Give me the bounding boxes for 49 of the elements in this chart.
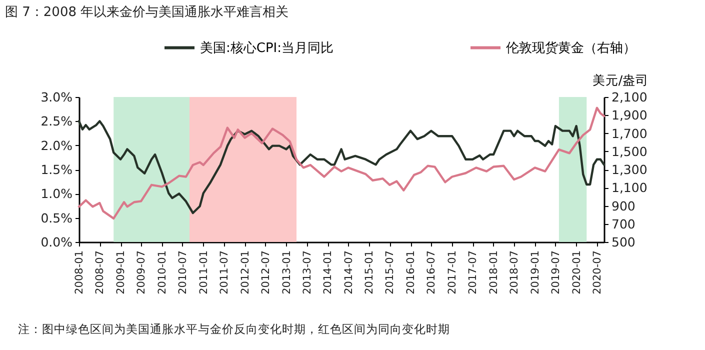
x-tick-label: 2008-07 [94, 250, 106, 294]
x-tick-label: 2009-07 [136, 250, 148, 294]
x-tick-label: 2016-01 [405, 250, 418, 294]
chart-title: 图 7：2008 年以来金价与美国通胀水平难言相关 [5, 4, 289, 21]
x-tick-label: 2014-01 [322, 250, 334, 294]
x-tick-label: 2013-07 [301, 250, 314, 294]
x-tick-label: 2012-01 [239, 250, 252, 294]
y2-tick-label: 1,900 [612, 108, 648, 123]
legend-label: 伦敦现货黄金（右轴） [506, 40, 636, 56]
line-series [78, 120, 606, 214]
x-tick-label: 2019-07 [550, 250, 562, 294]
x-tick-label: 2015-01 [364, 250, 376, 294]
x-tick-label: 2009-01 [115, 250, 128, 294]
x-tick-label: 2008-01 [74, 250, 86, 294]
y2-tick-label: 1,100 [612, 180, 648, 196]
x-tick-label: 2017-07 [467, 250, 480, 294]
text: 注：图中绿色区间为美国通胀水平与金价反向变化时期，红色区间为同向变化时期 [18, 322, 450, 337]
legend-label: 美国:核心CPI:当月同比 [200, 40, 334, 56]
x-tick-label: 2020-01 [570, 250, 583, 294]
y2-tick-label: 1,500 [612, 144, 648, 159]
y-tick-label: 0.5% [40, 210, 73, 226]
x-tick-label: 2010-01 [156, 250, 168, 294]
line-series [78, 106, 606, 220]
y-tick-label: 0.0% [40, 234, 73, 250]
x-tick-label: 2020-07 [591, 250, 604, 294]
x-tick-label: 2014-07 [342, 250, 355, 294]
y2-tick-label: 2,100 [612, 90, 648, 104]
y-tick-label: 1.0% [40, 186, 73, 202]
x-tick-label: 2019-01 [529, 250, 542, 294]
y2-tick-label: 500 [612, 234, 636, 250]
y-tick-label: 2.0% [40, 138, 73, 153]
x-tick-label: 2012-07 [260, 250, 272, 294]
y2-tick-label: 1,300 [612, 162, 648, 177]
y2-tick-label: 700 [612, 216, 636, 232]
x-tick-label: 2018-01 [488, 250, 500, 294]
y-tick-label: 1.5% [40, 162, 73, 177]
x-tick-label: 2015-07 [384, 250, 396, 294]
y-tick-label: 3.0% [40, 90, 73, 104]
x-tick-label: 2010-07 [176, 250, 189, 294]
x-tick-label: 2018-07 [508, 250, 521, 294]
x-tick-label: 2013-01 [280, 250, 293, 294]
y2-tick-label: 1,700 [612, 126, 648, 141]
x-tick-label: 2017-01 [446, 250, 459, 294]
y2-axis-title: 美元/盎司 [592, 72, 649, 88]
x-tick-label: 2011-07 [218, 250, 230, 294]
y2-tick-label: 900 [612, 198, 636, 214]
y-tick-label: 2.5% [40, 114, 73, 129]
x-tick-label: 2011-01 [198, 250, 210, 294]
x-tick-label: 2016-07 [426, 250, 438, 294]
